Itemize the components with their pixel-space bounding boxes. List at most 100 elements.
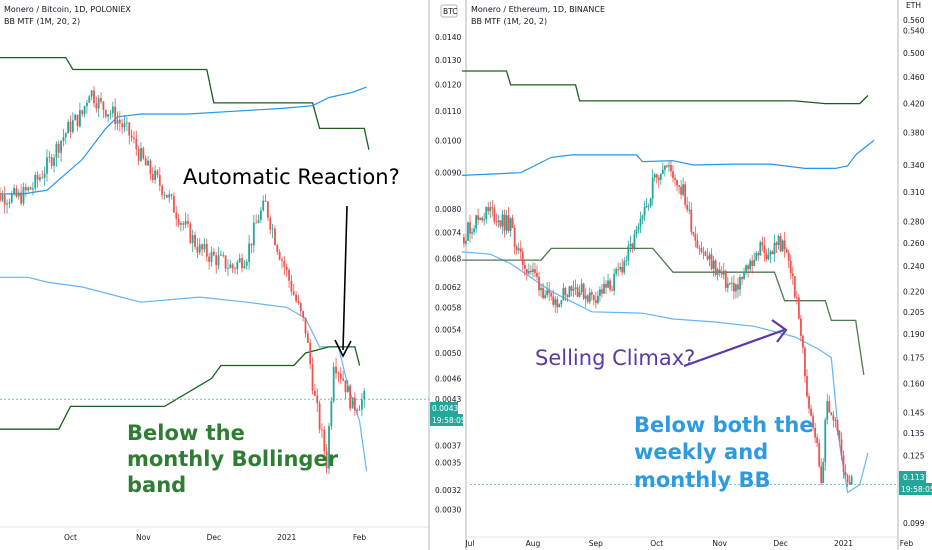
candle-body [194,234,196,247]
timer-badge-label: 19:58:05 [901,485,932,494]
y-tick-label: 0.0035 [435,458,461,467]
y-tick-label: 0.260 [903,239,925,248]
x-ticks: Oct Nov Dec 2021 Feb [64,533,366,542]
candle-body [467,222,469,241]
candle-body [523,265,526,269]
candle-body [509,218,512,231]
candle-body [248,243,250,262]
x-tick-label: Nov [136,533,151,542]
candle-body [236,262,239,270]
candle-body [50,156,53,166]
candle-body [212,251,215,256]
candle-body [290,280,293,292]
arrow-automatic-reaction [334,205,352,358]
candle-body [147,160,149,166]
candle-body [828,401,831,413]
candle-body [706,255,709,260]
candles-group [0,86,366,475]
y-tick-label: 0.0032 [435,486,461,495]
candle-body [607,280,609,288]
candle-body [292,291,295,295]
candle-body [787,252,790,261]
candle-body [250,243,253,246]
y-tick-label: 0.160 [903,380,925,389]
candle-body [812,415,814,428]
y-tick-label: 0.135 [903,429,925,438]
candle-body [576,287,579,297]
currency-badge-label[interactable]: ETH [906,1,921,10]
candle-body [465,240,467,244]
candle-body [743,271,745,280]
candle-body [201,244,203,250]
candle-body [43,173,46,178]
candle-body [323,429,326,452]
candle-body [229,264,232,269]
candle-body [330,401,333,427]
candle-body [596,295,599,303]
candle-body [844,472,847,476]
candle-body [276,245,279,253]
band-line [0,276,368,472]
y-tick-label: 0.099 [903,519,925,528]
candle-body [215,255,218,266]
candle-body [180,223,182,225]
candle-body [102,101,105,110]
candle-body [243,265,246,269]
candle-body [730,282,733,284]
candle-body [198,244,201,253]
candle-body [751,260,754,266]
candle-body [489,207,492,212]
x-tick-label: 2021 [277,533,296,542]
candle-body [700,248,703,252]
y-tick-label: 0.0050 [435,349,461,358]
candle-body [544,295,547,298]
currency-badge-label: BTC [443,7,458,16]
candle-body [100,98,102,102]
candle-body [222,254,225,256]
candle-body [321,429,323,431]
candle-body [850,476,853,485]
candle-body [238,258,241,263]
candle-body [710,254,713,269]
candle-body [332,366,335,402]
candle-body [724,270,727,288]
timer-badge-label: 19:58:05 [432,416,466,425]
candle-body [726,283,729,288]
price-badge-label: 0.0043 [432,404,458,413]
candle-body [625,260,628,262]
candle-body [503,214,506,231]
candle-body [814,427,816,438]
candle-body [205,243,208,257]
candle-body [358,409,361,411]
candle-body [704,251,707,256]
candle-body [594,300,597,303]
candle-body [836,420,839,431]
candle-body [643,206,646,216]
candle-body [716,269,719,275]
candle-body [469,222,471,234]
candle-body [339,373,342,379]
currency-badge[interactable] [440,4,458,18]
candle-body [116,119,119,124]
candle-body [349,385,352,409]
y-tick-label: 0.0090 [435,169,461,178]
candle-body [765,253,768,260]
chart-title: Monero / Bitcoin, 1D, POLONIEX [4,5,131,14]
candle-body [495,221,498,223]
candle-body [151,174,154,181]
candle-body [133,137,135,139]
candle-body [773,242,776,255]
x-tick-label: Nov [712,539,727,548]
candle-body [548,290,551,294]
candle-body [826,401,829,420]
band-line [0,56,370,150]
candle-body [647,205,650,207]
candle-body [189,223,192,244]
candle-body [477,215,480,220]
candle-body [511,218,514,228]
candle-body [252,222,255,246]
candle-body [688,209,691,211]
candle-body [578,291,581,297]
candle-body [109,113,112,115]
candle-body [617,269,620,271]
